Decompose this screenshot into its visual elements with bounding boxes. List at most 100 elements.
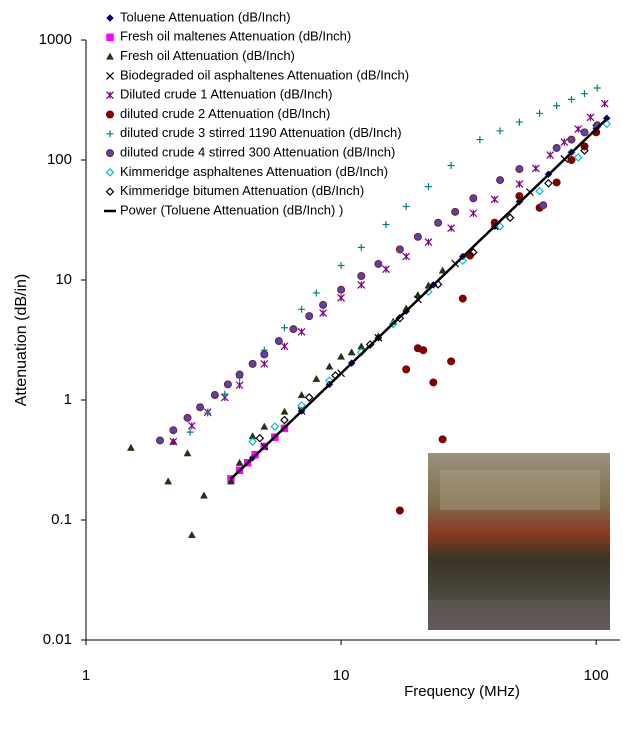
legend-label: Kimmeridge bitumen Attenuation (dB/Inch) xyxy=(120,183,364,198)
point xyxy=(402,365,411,374)
point xyxy=(496,127,504,135)
point xyxy=(196,403,205,412)
point xyxy=(357,280,366,289)
point xyxy=(552,178,561,187)
point xyxy=(221,390,229,398)
point xyxy=(536,109,544,117)
x-tick-label: 100 xyxy=(584,667,609,684)
y-tick-label: 0.1 xyxy=(51,511,72,528)
point xyxy=(235,381,244,390)
point xyxy=(186,428,194,436)
point xyxy=(447,357,456,366)
point xyxy=(280,342,289,351)
point xyxy=(260,350,269,359)
point xyxy=(357,271,366,280)
point xyxy=(227,477,235,485)
y-tick-label: 0.01 xyxy=(43,631,72,648)
point xyxy=(382,221,390,229)
point xyxy=(544,178,553,188)
y-tick-label: 10 xyxy=(55,271,72,288)
point xyxy=(580,128,589,137)
legend-label: Kimmeridge asphaltenes Attenuation (dB/I… xyxy=(120,164,388,179)
legend-swatch xyxy=(106,149,114,158)
legend-swatch xyxy=(106,33,114,42)
point xyxy=(183,413,192,422)
point xyxy=(495,221,505,231)
point xyxy=(552,143,561,152)
point xyxy=(223,380,232,389)
point xyxy=(357,243,365,251)
legend-swatch xyxy=(106,52,114,60)
point xyxy=(438,266,447,274)
legend-label: diluted crude 4 stirred 300 Attenuation … xyxy=(120,145,395,160)
photo-highlight xyxy=(440,470,600,510)
legend-swatch xyxy=(106,130,114,138)
point xyxy=(187,530,196,539)
point xyxy=(515,180,524,189)
point xyxy=(248,437,257,446)
point xyxy=(413,232,422,241)
point xyxy=(469,194,478,203)
legend-swatch xyxy=(106,71,114,80)
legend-label: Fresh oil maltenes Attenuation (dB/Inch) xyxy=(120,29,351,44)
x-tick-label: 10 xyxy=(333,667,350,684)
point xyxy=(424,183,432,191)
point xyxy=(402,252,411,261)
point xyxy=(539,201,548,210)
legend-swatch xyxy=(105,168,115,177)
point xyxy=(402,202,410,210)
point xyxy=(183,449,192,457)
legend-label: Diluted crude 1 Attenuation (dB/Inch) xyxy=(120,87,332,102)
point xyxy=(164,477,173,485)
point xyxy=(535,186,544,196)
point xyxy=(567,156,576,164)
point xyxy=(580,90,588,98)
point xyxy=(395,313,405,323)
point xyxy=(297,401,306,410)
y-tick-label: 1000 xyxy=(39,31,72,48)
y-tick-label: 100 xyxy=(47,151,72,168)
point xyxy=(312,374,321,382)
point xyxy=(413,290,422,299)
point xyxy=(395,245,404,254)
point xyxy=(505,213,515,223)
point xyxy=(496,176,505,185)
legend-swatch xyxy=(106,91,114,100)
point xyxy=(270,422,280,431)
x-tick-label: 1 xyxy=(82,667,90,684)
point xyxy=(297,327,306,336)
point xyxy=(600,99,609,108)
legend-label: Biodegraded oil asphaltenes Attenuation … xyxy=(120,67,409,82)
point xyxy=(476,136,484,144)
point xyxy=(155,436,164,445)
point xyxy=(325,362,334,370)
point xyxy=(447,224,456,233)
photo-base xyxy=(428,600,610,630)
point xyxy=(169,437,178,446)
point xyxy=(553,102,561,110)
x-axis-label: Frequency (MHz) xyxy=(404,683,520,700)
point xyxy=(515,118,523,126)
point xyxy=(490,195,499,204)
legend-swatch xyxy=(106,110,114,119)
point xyxy=(469,247,478,257)
point xyxy=(434,218,443,227)
point xyxy=(337,293,346,302)
legend-label: Power (Toluene Attenuation (dB/Inch) ) xyxy=(120,202,343,217)
y-tick-label: 1 xyxy=(64,391,72,408)
point xyxy=(260,359,269,368)
point xyxy=(347,348,356,356)
point xyxy=(567,135,576,144)
point xyxy=(200,491,208,499)
point xyxy=(586,113,595,122)
point xyxy=(447,161,455,169)
point xyxy=(531,164,540,173)
trend-line xyxy=(230,118,608,480)
point xyxy=(337,262,345,270)
point xyxy=(395,506,404,515)
point xyxy=(187,421,196,430)
legend-label: diluted crude 3 stirred 1190 Attenuation… xyxy=(120,125,402,140)
point xyxy=(580,146,589,155)
point xyxy=(126,443,135,451)
